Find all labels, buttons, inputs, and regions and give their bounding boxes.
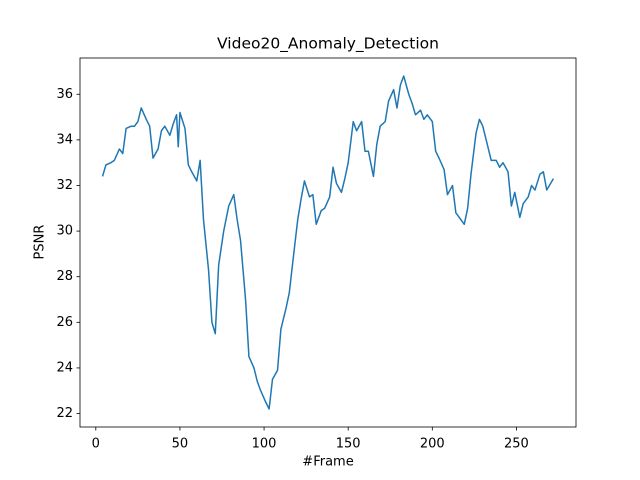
x-tick-label: 150 <box>336 437 361 452</box>
x-tick-label: 50 <box>172 437 189 452</box>
x-tick-label: 200 <box>420 437 445 452</box>
x-axis-label: #Frame <box>302 455 353 470</box>
data-line <box>101 75 555 410</box>
x-tick-label: 0 <box>92 437 100 452</box>
x-tick-label: 250 <box>504 437 529 452</box>
y-tick-label: 30 <box>56 224 73 239</box>
y-axis-label: PSNR <box>33 225 48 260</box>
plot-frame <box>79 57 577 428</box>
chart-title: Video20_Anomaly_Detection <box>217 35 439 54</box>
y-tick-label: 28 <box>56 269 73 284</box>
y-tick-label: 32 <box>56 178 73 193</box>
y-tick-label: 34 <box>56 132 73 147</box>
x-tick-label: 100 <box>252 437 277 452</box>
y-tick-label: 22 <box>56 406 73 421</box>
y-tick-label: 24 <box>56 360 73 375</box>
y-tick-label: 26 <box>56 315 73 330</box>
y-tick-label: 36 <box>56 87 73 102</box>
